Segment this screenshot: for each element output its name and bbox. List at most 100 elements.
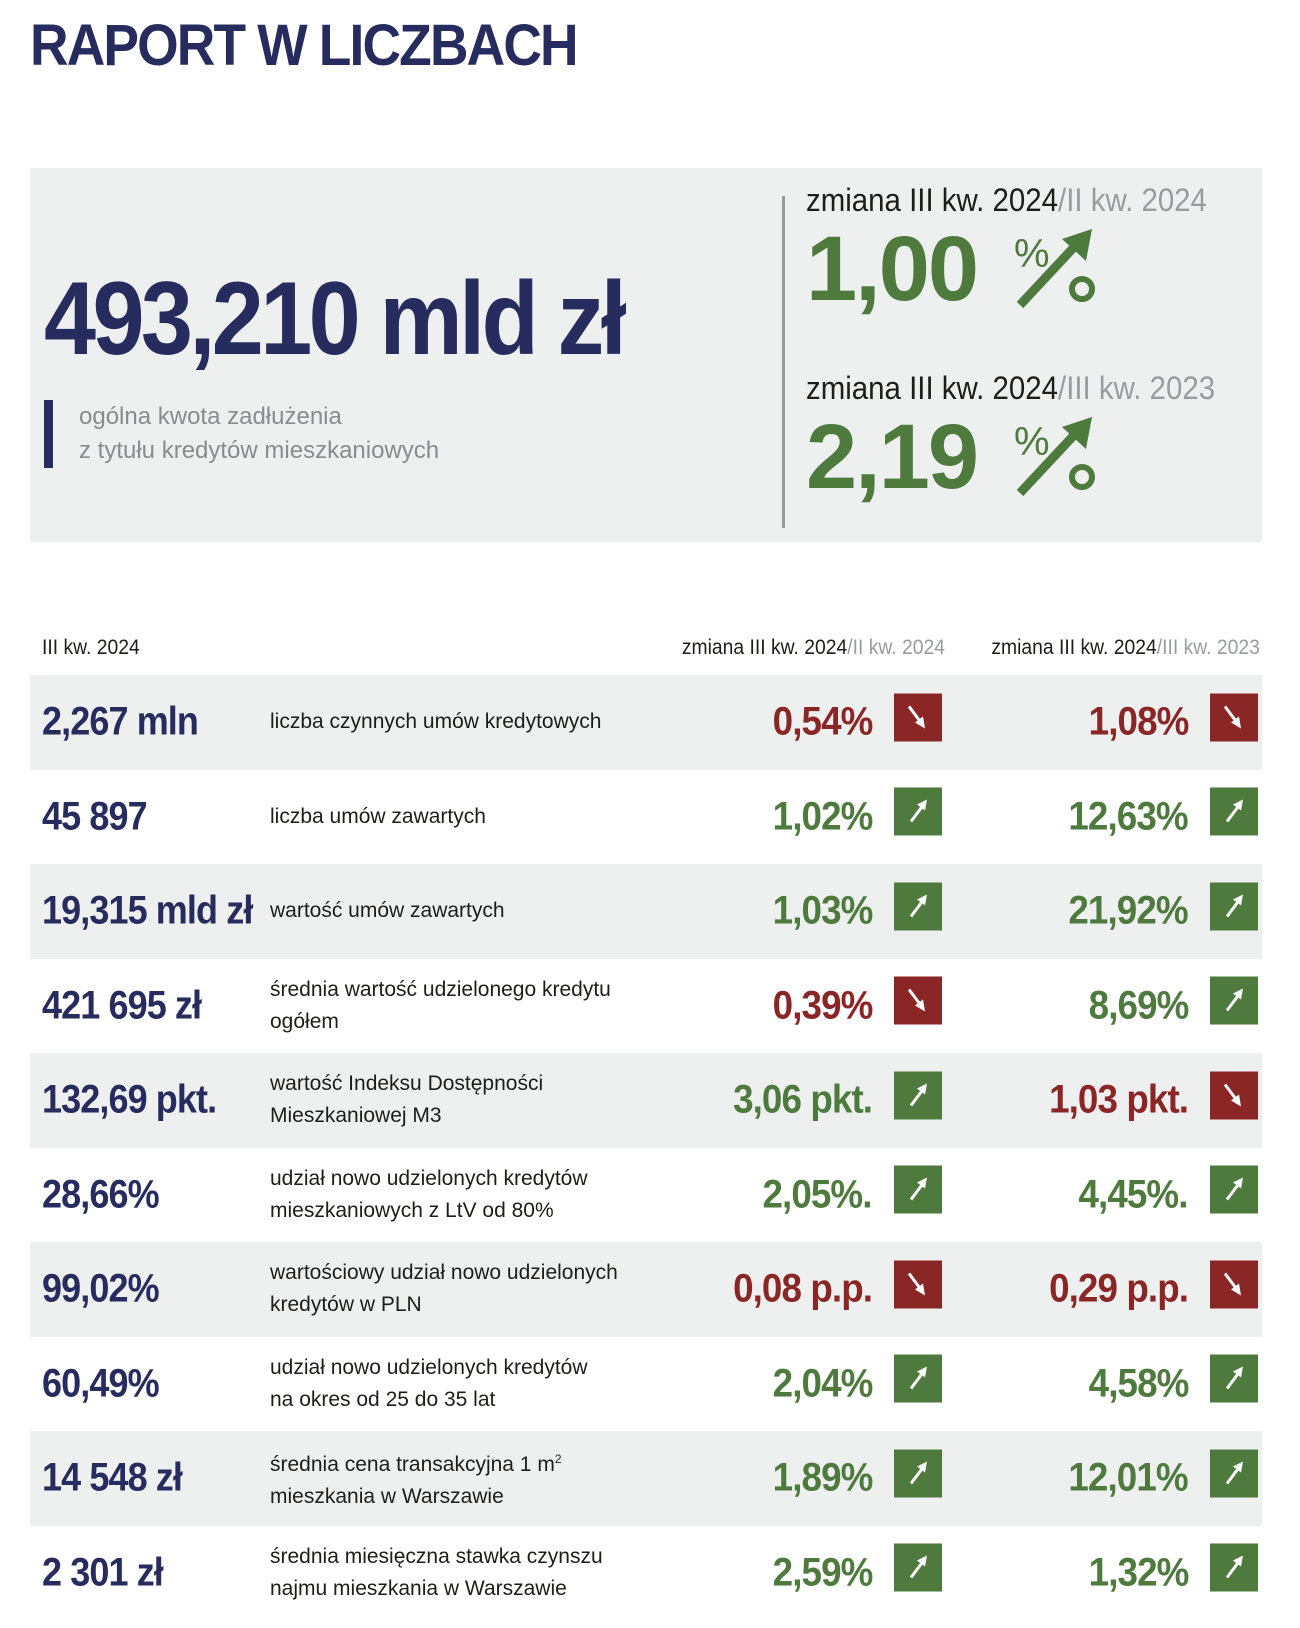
change-qoq: 1,03% — [764, 882, 942, 934]
header-change-yoy-ref: /III kw. 2023 — [1156, 636, 1260, 659]
summary-change-qoq-label-ref: /II kw. 2024 — [1058, 182, 1207, 218]
change-yoy: 21,92% — [1058, 882, 1258, 934]
change-yoy: 12,01% — [1058, 1449, 1258, 1501]
arrow-up-right-icon — [894, 787, 942, 836]
summary-change-yoy-label-main: zmiana III kw. 2024 — [806, 370, 1059, 406]
summary-change-yoy-value: 2,19 — [806, 406, 979, 508]
summary-change-yoy-label-ref: /III kw. 2023 — [1058, 370, 1216, 406]
row-value: 99,02% — [42, 1266, 160, 1311]
row-value: 2,267 mln — [42, 699, 199, 744]
header-change-qoq-ref: /II kw. 2024 — [847, 636, 945, 659]
row-description: udział nowo udzielonych kredytów na okre… — [270, 1352, 630, 1416]
summary-change-qoq: zmiana III kw. 2024/II kw. 2024 1,00 % — [806, 182, 1242, 315]
change-qoq-value: 2,05%. — [762, 1172, 873, 1217]
row-description-line1: liczba czynnych umów kredytowych — [270, 710, 602, 734]
row-description: średnia miesięczna stawka czynszu najmu … — [270, 1541, 630, 1605]
change-yoy-value: 4,58% — [1088, 1361, 1189, 1406]
change-qoq: 1,02% — [764, 787, 942, 839]
row-value: 421 695 zł — [42, 983, 202, 1028]
row-description: średnia wartość udzielonego kredytu ogół… — [270, 974, 630, 1038]
change-qoq: 3,06 pkt. — [721, 1071, 942, 1123]
table-row: 132,69 pkt. wartość Indeksu Dostępności … — [30, 1053, 1262, 1148]
row-description: udział nowo udzielonych kredytów mieszka… — [270, 1163, 630, 1227]
arrow-up-right-icon — [894, 1071, 942, 1120]
change-qoq: 0,08 p.p. — [721, 1260, 942, 1312]
row-description-line1: średnia cena transakcyjna 1 m — [270, 1453, 555, 1477]
change-qoq-value: 3,06 pkt. — [733, 1077, 873, 1122]
arrow-up-right-icon — [1210, 1165, 1258, 1214]
row-description-line2: Mieszkaniowej M3 — [270, 1104, 442, 1128]
arrow-up-right-icon — [1210, 1354, 1258, 1403]
change-qoq: 1,89% — [764, 1449, 942, 1501]
row-description: średnia cena transakcyjna 1 m2 mieszkani… — [270, 1443, 630, 1513]
summary-divider — [782, 196, 785, 528]
row-description-line1: liczba umów zawartych — [270, 804, 486, 828]
row-value: 132,69 pkt. — [42, 1077, 217, 1122]
row-description-line1: średnia wartość udzielonego kredytu — [270, 977, 611, 1001]
change-yoy: 12,63% — [1058, 787, 1258, 839]
row-description: liczba umów zawartych — [270, 801, 630, 833]
change-qoq-value: 0,39% — [772, 983, 873, 1028]
arrow-down-right-icon — [894, 976, 942, 1025]
change-qoq-value: 0,54% — [772, 699, 873, 744]
percent-arrow-up-icon: % — [1014, 229, 1095, 309]
change-yoy-value: 1,32% — [1088, 1550, 1189, 1595]
arrow-up-right-icon — [1210, 1449, 1258, 1498]
table-row: 45 897 liczba umów zawartych 1,02% 12,63… — [30, 770, 1262, 865]
change-yoy: 4,58% — [1080, 1354, 1258, 1406]
change-yoy: 1,32% — [1080, 1543, 1258, 1595]
total-debt-description: ogólna kwota zadłużenia z tytułu kredytó… — [44, 400, 439, 468]
arrow-up-right-icon — [1210, 882, 1258, 931]
row-value: 28,66% — [42, 1172, 160, 1217]
arrow-up-right-icon — [1210, 1543, 1258, 1592]
percent-arrow-up-icon: % — [1014, 417, 1095, 497]
arrow-down-right-icon — [1210, 1260, 1258, 1309]
row-description: wartość Indeksu Dostępności Mieszkaniowe… — [270, 1068, 630, 1132]
total-debt-description-line2: z tytułu kredytów mieszkaniowych — [79, 437, 440, 464]
change-yoy-value: 1,08% — [1088, 699, 1189, 744]
summary-change-qoq-value: 1,00 — [806, 218, 979, 320]
summary-change-yoy: zmiana III kw. 2024/III kw. 2023 2,19 % — [806, 370, 1251, 503]
header-change-yoy: zmiana III kw. 2024/III kw. 2023 — [992, 636, 1260, 660]
change-qoq-value: 2,59% — [772, 1550, 873, 1595]
total-debt-description-line1: ogólna kwota zadłużenia — [79, 403, 342, 430]
table-row: 28,66% udział nowo udzielonych kredytów … — [30, 1148, 1262, 1243]
total-debt-amount: 493,210 mld zł — [44, 261, 627, 377]
table-header: III kw. 2024 zmiana III kw. 2024/II kw. … — [0, 636, 1300, 666]
table-row: 2 301 zł średnia miesięczna stawka czyns… — [30, 1526, 1262, 1621]
row-description-line2: najmu mieszkania w Warszawie — [270, 1576, 567, 1600]
table-row: 2,267 mln liczba czynnych umów kredytowy… — [30, 675, 1262, 770]
arrow-up-right-icon — [894, 882, 942, 931]
arrow-up-right-icon — [1210, 787, 1258, 836]
row-description-superscript: 2 — [554, 1452, 562, 1467]
header-change-qoq: zmiana III kw. 2024/II kw. 2024 — [682, 636, 945, 660]
table-row: 60,49% udział nowo udzielonych kredytów … — [30, 1337, 1262, 1432]
table-row: 99,02% wartościowy udział nowo udzielony… — [30, 1242, 1262, 1337]
change-yoy: 1,03 pkt. — [1037, 1071, 1258, 1123]
row-description-line1: udział nowo udzielonych kredytów — [270, 1355, 588, 1379]
change-yoy: 8,69% — [1080, 976, 1258, 1028]
change-qoq-value: 1,02% — [772, 794, 873, 839]
arrow-up-right-icon — [894, 1165, 942, 1214]
change-qoq: 0,54% — [764, 693, 942, 745]
row-description-line2: na okres od 25 do 35 lat — [270, 1387, 496, 1411]
summary-change-qoq-label: zmiana III kw. 2024/II kw. 2024 — [806, 182, 1207, 219]
stats-table: 2,267 mln liczba czynnych umów kredytowy… — [30, 675, 1262, 1620]
arrow-up-right-icon — [894, 1543, 942, 1592]
row-value: 19,315 mld zł — [42, 888, 253, 933]
row-description-line1: wartościowy udział nowo udzielonych — [270, 1261, 618, 1285]
change-qoq-value: 1,03% — [772, 888, 873, 933]
change-qoq: 2,04% — [764, 1354, 942, 1406]
row-description: wartość umów zawartych — [270, 895, 630, 927]
change-yoy-value: 4,45%. — [1078, 1172, 1189, 1217]
header-change-qoq-main: zmiana III kw. 2024 — [681, 636, 848, 659]
row-description-line2: kredytów w PLN — [270, 1293, 422, 1317]
row-description-line2: mieszkaniowych z LtV od 80% — [270, 1198, 554, 1222]
change-yoy-value: 8,69% — [1088, 983, 1189, 1028]
change-yoy-value: 1,03 pkt. — [1049, 1077, 1189, 1122]
arrow-down-right-icon — [894, 1260, 942, 1309]
page-title: RAPORT W LICZBACH — [30, 13, 579, 78]
row-value: 2 301 zł — [42, 1550, 164, 1595]
arrow-up-right-icon — [894, 1354, 942, 1403]
row-description-line1: średnia miesięczna stawka czynszu — [270, 1544, 603, 1568]
